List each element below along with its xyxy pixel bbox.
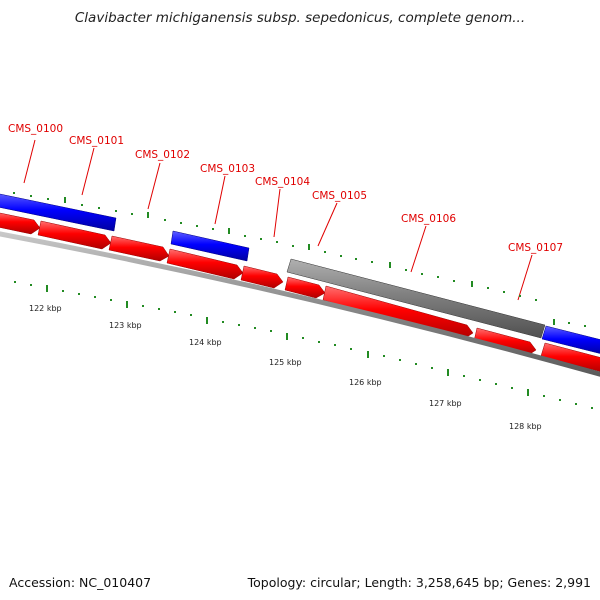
leader-line-cms-0105 [317, 202, 338, 247]
kbp-label-124: 124 kbp [189, 338, 222, 347]
reverse-strand-features [0, 212, 600, 373]
gene-label-cms-0102[interactable]: CMS_0102 [135, 149, 190, 161]
kbp-label-123: 123 kbp [109, 321, 142, 330]
gene-label-cms-0105[interactable]: CMS_0105 [312, 190, 367, 202]
genome-summary-text: Topology: circular; Length: 3,258,645 bp… [247, 575, 591, 590]
gene-bar-cms-0107[interactable] [541, 325, 600, 355]
gene-bar-cms-0102-b[interactable] [108, 235, 170, 262]
gene-bar-cms-0104[interactable] [166, 248, 244, 280]
gene-bar-cms-0104-b[interactable] [240, 265, 284, 289]
gene-bar-cms-0106[interactable] [286, 258, 546, 339]
kbp-label-125: 125 kbp [269, 358, 302, 367]
gene-label-cms-0100[interactable]: CMS_0100 [8, 123, 63, 135]
gene-bar-cms-0102-a[interactable] [37, 220, 112, 250]
gene-bar-cms-0105[interactable] [284, 276, 326, 299]
leader-line-cms-0107 [517, 254, 533, 301]
upper-tick-row [13, 192, 586, 327]
genome-backbone [0, 231, 600, 377]
gene-label-cms-0106[interactable]: CMS_0106 [401, 213, 456, 225]
gene-label-cms-0101[interactable]: CMS_0101 [69, 135, 124, 147]
gene-label-cms-0107[interactable]: CMS_0107 [508, 242, 563, 254]
kbp-label-122: 122 kbp [29, 304, 62, 313]
kbp-labels: 122 kbp 123 kbp 124 kbp 125 kbp 126 kbp … [29, 304, 542, 431]
gene-bar-edge[interactable] [540, 342, 600, 373]
gene-label-cms-0103[interactable]: CMS_0103 [200, 163, 255, 175]
kbp-label-126: 126 kbp [349, 378, 382, 387]
kbp-label-127: 127 kbp [429, 399, 462, 408]
leader-line-cms-0101 [81, 147, 95, 196]
scale-ticks [14, 281, 593, 409]
leader-line-cms-0100 [23, 139, 36, 184]
gene-bar-cms-0106-b[interactable] [322, 285, 474, 340]
gene-labels: CMS_0100 CMS_0101 CMS_0102 CMS_0103 CMS_… [8, 123, 563, 254]
leader-line-cms-0104 [273, 188, 281, 238]
forward-strand-features [0, 193, 600, 355]
leader-lines [23, 139, 533, 301]
leader-line-cms-0102 [147, 162, 161, 210]
map-title: Clavibacter michiganensis subsp. sepedon… [74, 10, 526, 26]
gene-bar-cms-0103[interactable] [170, 230, 250, 262]
leader-line-cms-0103 [214, 175, 226, 225]
gene-bar-cms-0100[interactable] [0, 212, 41, 235]
gene-bar-cms-0101[interactable] [0, 193, 117, 232]
leader-line-cms-0106 [410, 225, 427, 273]
gene-label-cms-0104[interactable]: CMS_0104 [255, 176, 310, 188]
kbp-label-128: 128 kbp [509, 422, 542, 431]
accession-text: Accession: NC_010407 [9, 575, 152, 590]
